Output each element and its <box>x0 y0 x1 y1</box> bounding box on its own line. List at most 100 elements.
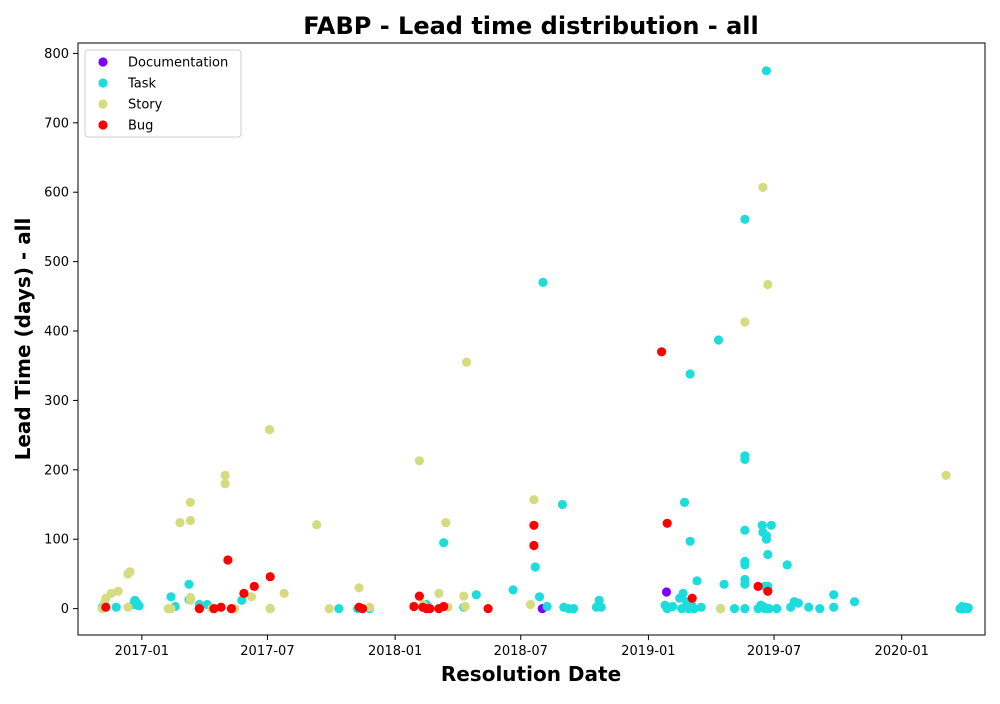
point-task-51 <box>719 579 729 589</box>
point-task-39 <box>678 588 688 599</box>
point-task-33 <box>596 602 606 612</box>
point-story-20 <box>264 425 275 435</box>
point-task-46 <box>689 604 699 614</box>
y-tick-label: 400 <box>44 325 69 340</box>
point-bug-19 <box>529 520 539 530</box>
point-task-27 <box>557 499 568 510</box>
point-task-21 <box>471 590 481 600</box>
point-task-55 <box>740 454 750 464</box>
legend-label-documentation: Documentation <box>128 56 228 71</box>
point-task-58 <box>740 560 750 570</box>
point-task-49 <box>713 335 724 345</box>
point-story-22 <box>279 588 289 599</box>
point-story-39 <box>758 182 768 192</box>
point-story-34 <box>462 357 472 367</box>
point-story-16 <box>220 470 230 480</box>
point-story-24 <box>324 604 334 614</box>
point-story-32 <box>459 591 469 601</box>
point-story-11 <box>185 497 195 507</box>
point-story-4 <box>113 586 123 596</box>
legend: Documentation Task Story Bug <box>84 49 242 138</box>
point-bug-8 <box>265 572 275 582</box>
point-task-26 <box>542 601 552 612</box>
point-task-1 <box>111 602 121 612</box>
point-task-77 <box>782 560 792 570</box>
point-story-21 <box>265 604 275 614</box>
point-bug-20 <box>529 540 539 551</box>
point-bug-25 <box>763 586 773 596</box>
x-tick-label: 2020-01 <box>875 644 929 659</box>
legend-marker-story <box>98 99 108 109</box>
point-task-15 <box>334 604 344 614</box>
point-task-82 <box>815 604 825 614</box>
y-tick-label: 700 <box>44 116 69 131</box>
point-task-32 <box>594 595 604 605</box>
point-task-30 <box>568 604 579 614</box>
point-story-12 <box>185 515 195 526</box>
x-tick-label: 2018-07 <box>494 644 548 659</box>
x-tick-label: 2017-01 <box>115 644 169 659</box>
plot-area <box>97 66 973 614</box>
point-task-47 <box>692 576 702 586</box>
point-documentation-1 <box>661 587 672 597</box>
x-axis: 2017-01 2017-07 2018-01 2018-07 2019-01 2019-… <box>115 635 929 659</box>
legend-box <box>84 49 242 138</box>
point-story-5 <box>123 602 133 612</box>
point-task-71 <box>761 534 772 544</box>
x-tick-label: 2018-01 <box>368 644 422 659</box>
point-task-19 <box>439 538 449 548</box>
point-task-36 <box>668 601 678 612</box>
point-task-7 <box>166 592 176 602</box>
point-story-14 <box>185 595 195 605</box>
point-story-23 <box>312 520 322 530</box>
legend-marker-task <box>98 78 108 88</box>
x-tick-label: 2017-07 <box>240 644 294 659</box>
point-task-60 <box>740 579 750 589</box>
point-task-6 <box>134 601 144 611</box>
point-story-27 <box>414 456 424 466</box>
y-axis-title: Lead Time (days) - all <box>11 218 35 461</box>
point-bug-2 <box>209 604 219 614</box>
point-bug-18 <box>483 604 493 614</box>
y-tick-label: 0 <box>61 602 69 617</box>
point-task-73 <box>763 549 773 560</box>
point-story-38 <box>740 317 750 327</box>
point-bug-7 <box>249 581 259 592</box>
point-bug-23 <box>687 593 697 603</box>
point-bug-17 <box>439 601 449 612</box>
plot-frame <box>77 42 986 636</box>
point-story-7 <box>125 567 135 577</box>
point-story-9 <box>166 604 176 614</box>
point-bug-12 <box>414 591 424 601</box>
legend-label-task: Task <box>127 77 157 92</box>
point-task-23 <box>530 562 540 572</box>
point-task-56 <box>740 525 750 535</box>
point-bug-21 <box>657 347 667 357</box>
point-bug-4 <box>223 555 233 565</box>
point-task-48 <box>696 602 706 612</box>
legend-label-story: Story <box>128 98 163 113</box>
point-bug-1 <box>194 604 204 614</box>
point-task-83 <box>829 602 839 612</box>
point-task-74 <box>764 604 774 614</box>
chart-title: FABP - Lead time distribution - all <box>303 12 759 40</box>
point-bug-6 <box>239 588 249 599</box>
point-bug-10 <box>357 604 368 614</box>
legend-label-bug: Bug <box>128 119 153 134</box>
point-task-22 <box>508 585 518 595</box>
point-story-40 <box>763 279 773 290</box>
point-bug-0 <box>101 602 111 612</box>
point-bug-5 <box>226 604 236 614</box>
legend-marker-documentation <box>98 57 108 67</box>
point-story-36 <box>529 495 539 505</box>
point-bug-22 <box>662 518 672 528</box>
point-task-44 <box>685 536 695 546</box>
point-task-69 <box>761 66 772 76</box>
point-story-19 <box>246 592 257 602</box>
point-task-80 <box>793 598 803 608</box>
point-task-85 <box>849 597 860 607</box>
point-task-81 <box>804 602 814 612</box>
x-tick-label: 2019-01 <box>621 644 675 659</box>
point-task-91 <box>963 603 973 613</box>
point-task-13 <box>237 595 247 605</box>
